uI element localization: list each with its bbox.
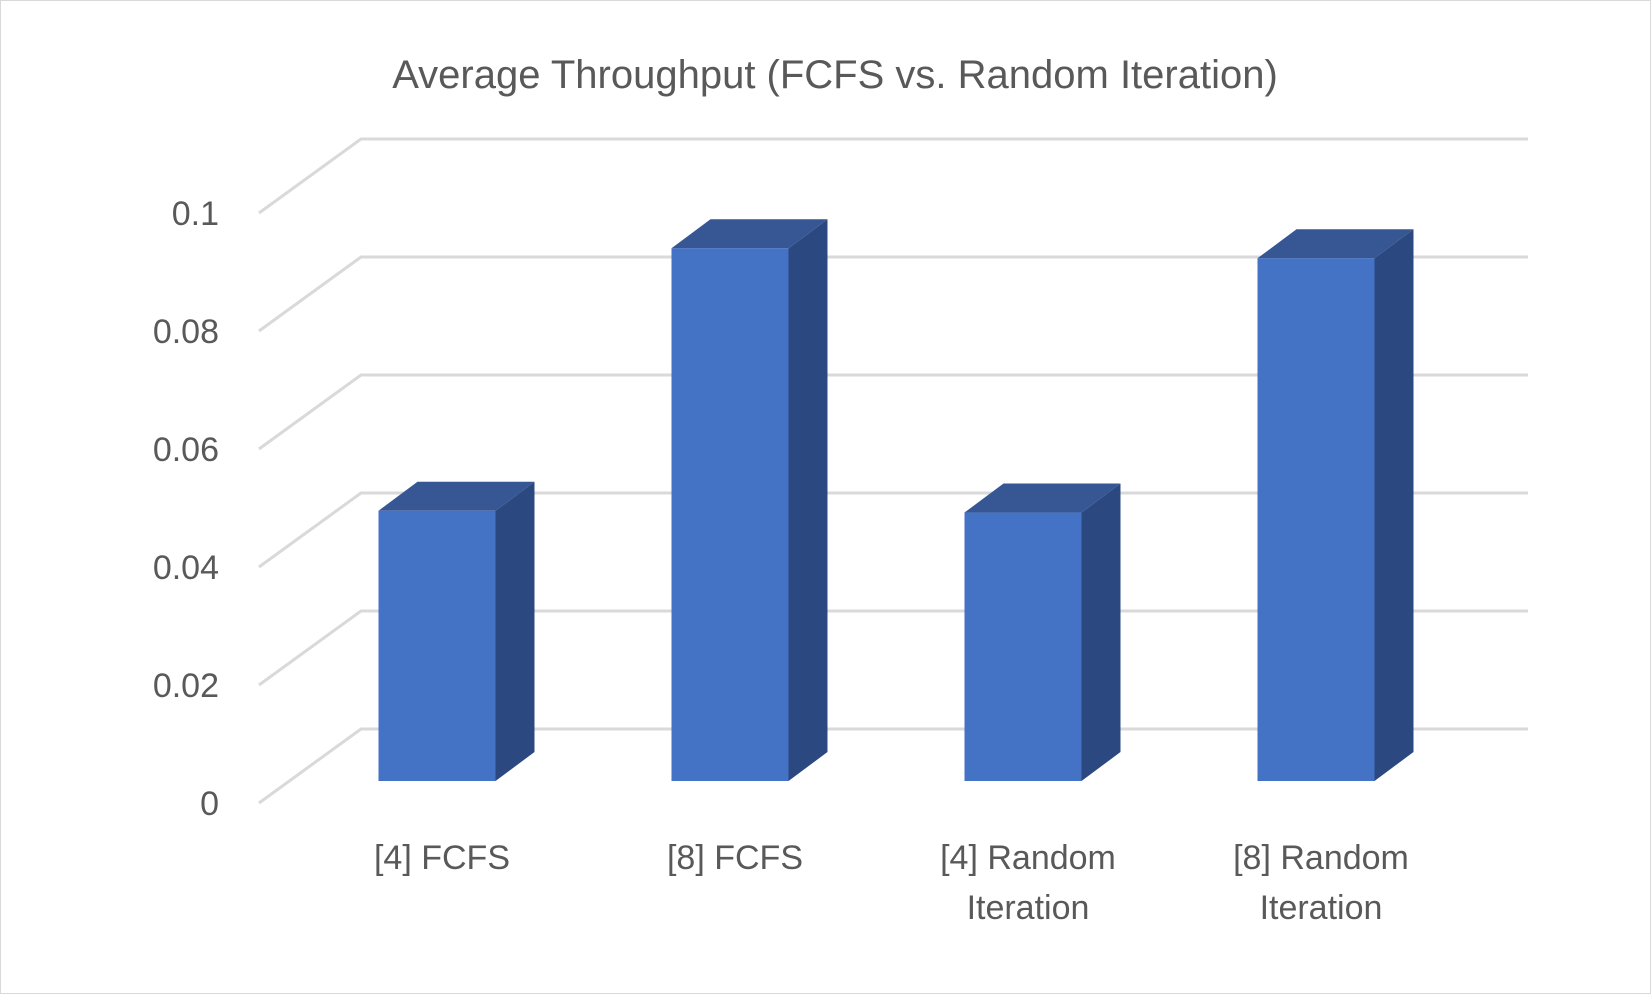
- chart-title: Average Throughput (FCFS vs. Random Iter…: [392, 53, 1278, 97]
- y-tick-label: 0.1: [172, 195, 219, 233]
- x-category-label: Iteration: [1260, 889, 1383, 927]
- y-axis-tick-labels: 0 0.02 0.04 0.06 0.08 0.1: [153, 195, 219, 823]
- x-axis-category-labels: [4] FCFS [8] FCFS [4] Random Iteration [8] R…: [374, 839, 1409, 927]
- y-tick-label: 0.02: [153, 667, 219, 705]
- bar-side-face: [1081, 483, 1121, 781]
- bar-top-face: [964, 483, 1121, 513]
- y-tick-label: 0: [200, 785, 219, 823]
- gridlines: [258, 137, 1528, 805]
- bar: [1257, 258, 1375, 781]
- x-category-label: [8] Random: [1233, 839, 1409, 877]
- gridline: [258, 373, 1528, 451]
- x-category-label: [8] FCFS: [667, 839, 803, 877]
- gridline: [258, 727, 1528, 805]
- gridline: [258, 137, 1528, 215]
- bar: [671, 248, 789, 782]
- y-tick-label: 0.06: [153, 431, 219, 469]
- x-category-label: [4] FCFS: [374, 839, 510, 877]
- bar-top-face: [1257, 229, 1414, 259]
- x-category-label: [4] Random: [940, 839, 1116, 877]
- bar-top-face: [378, 481, 535, 511]
- y-tick-label: 0.04: [153, 549, 219, 587]
- bar-side-face: [495, 481, 535, 781]
- bar-top-face: [671, 219, 828, 249]
- bar: [964, 512, 1082, 781]
- bar-side-face: [1374, 229, 1414, 781]
- bar-side-face: [788, 219, 828, 782]
- bar: [378, 510, 496, 781]
- x-category-label: Iteration: [967, 889, 1090, 927]
- gridline: [258, 255, 1528, 333]
- gridline: [258, 609, 1528, 687]
- gridline: [258, 491, 1528, 569]
- y-tick-label: 0.08: [153, 313, 219, 351]
- bars: [378, 219, 1414, 782]
